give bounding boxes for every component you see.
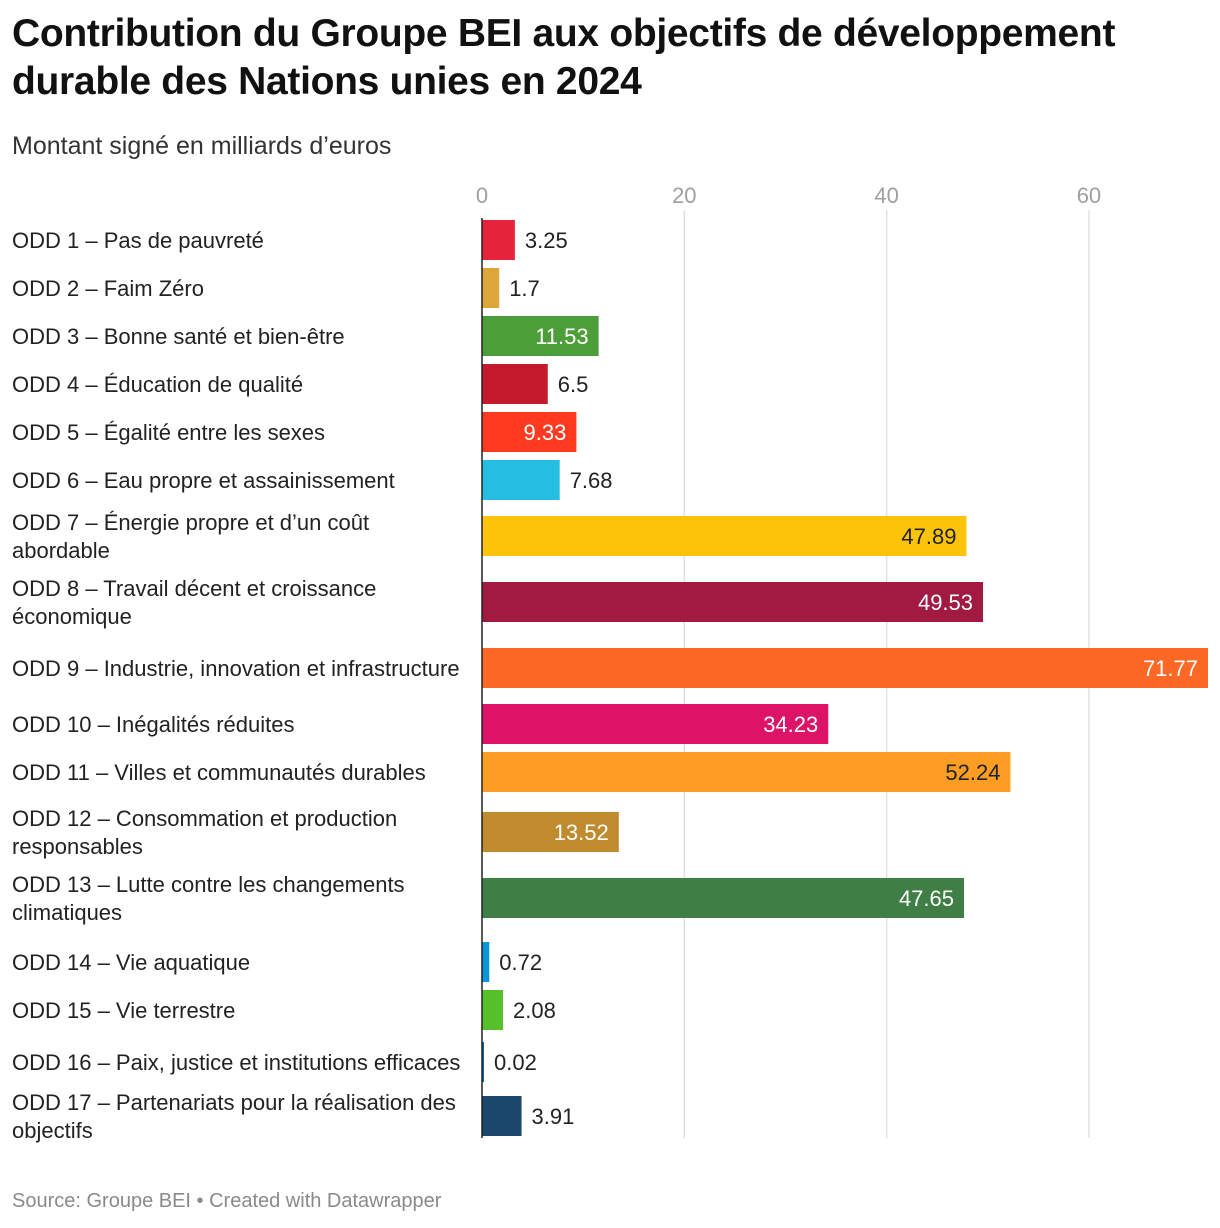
bar [482,812,619,852]
bar-value-label: 52.24 [945,760,1000,785]
category-label: ODD 13 – Lutte contre les changements cli… [12,872,405,925]
bar [482,648,1208,688]
bar-value-label: 6.5 [558,372,589,397]
bar-value-label: 47.65 [899,886,954,911]
category-label: ODD 16 – Paix, justice et institutions e… [12,1050,460,1075]
x-tick-label: 0 [476,183,488,208]
source-note: Source: Groupe BEI • Created with Datawr… [12,1190,442,1212]
bar-value-label: 0.72 [499,950,542,975]
bar-value-label: 3.25 [525,228,568,253]
x-tick-label: 40 [874,183,898,208]
x-axis-ticks: 0 20 40 60 [476,183,1101,208]
bar [482,752,1011,792]
bar [482,412,577,452]
bar [482,516,967,556]
bar-value-label: 1.7 [509,276,540,301]
bar [482,1096,522,1136]
bar [482,990,504,1030]
bar-value-label: 3.91 [532,1104,575,1129]
bar [482,704,829,744]
bar-value-label: 34.23 [763,712,818,737]
bars: 3.25 1.7 11.53 6.5 9.337.68 47.89 49.53 71.77 34… [482,220,1208,1136]
category-labels: ODD 1 – Pas de pauvreté ODD 2 – Faim Zéro… [12,228,460,1143]
category-label: ODD 4 – Éducation de qualité [12,372,303,397]
bar-value-label: 11.53 [535,324,588,349]
bar [482,268,500,308]
chart-title: Contribution du Groupe BEI aux objectifs… [12,12,1116,103]
bar [482,220,515,260]
category-label: ODD 5 – Égalité entre les sexes [12,420,325,445]
category-label: ODD 15 – Vie terrestre [12,998,235,1023]
bar-value-label: 13.52 [554,820,609,845]
x-tick-label: 60 [1077,183,1101,208]
x-tick-label: 20 [672,183,696,208]
bar-value-label: 47.89 [901,524,956,549]
bar-value-label: 7.68 [570,468,613,493]
bar-value-label: 71.77 [1143,656,1198,681]
category-label: ODD 2 – Faim Zéro [12,276,204,301]
category-label: ODD 14 – Vie aquatique [12,950,250,975]
category-label: ODD 12 – Consommation et production respo… [12,806,397,859]
bar [482,1042,484,1082]
category-label: ODD 10 – Inégalités réduites [12,712,295,737]
bar-chart: 0 20 40 60 3.25 1.7 11.53 6.5 9.337.68 47.89 49.5… [12,183,1208,1143]
bar-value-label: 2.08 [513,998,556,1023]
bar [482,316,599,356]
category-label: ODD 7 – Énergie propre et d’un coût abord… [12,510,369,563]
bar-value-label: 9.33 [524,420,567,445]
category-label: ODD 9 – Industrie, innovation et infrast… [12,656,460,681]
category-label: ODD 11 – Villes et communautés durables [12,760,426,785]
bar [482,878,965,918]
category-label: ODD 17 – Partenariats pour la réalisatio… [12,1090,456,1143]
bar-value-label: 0.02 [494,1050,537,1075]
bar [482,364,548,404]
bar [482,460,560,500]
chart-subtitle: Montant signé en milliards d’euros [12,132,392,160]
category-label: ODD 8 – Travail décent et croissance écon… [12,576,376,629]
category-label: ODD 3 – Bonne santé et bien-être [12,324,345,349]
bar [482,942,490,982]
category-label: ODD 1 – Pas de pauvreté [12,228,264,253]
category-label: ODD 6 – Eau propre et assainissement [12,468,395,493]
bar [482,582,984,622]
bar-value-label: 49.53 [918,590,973,615]
